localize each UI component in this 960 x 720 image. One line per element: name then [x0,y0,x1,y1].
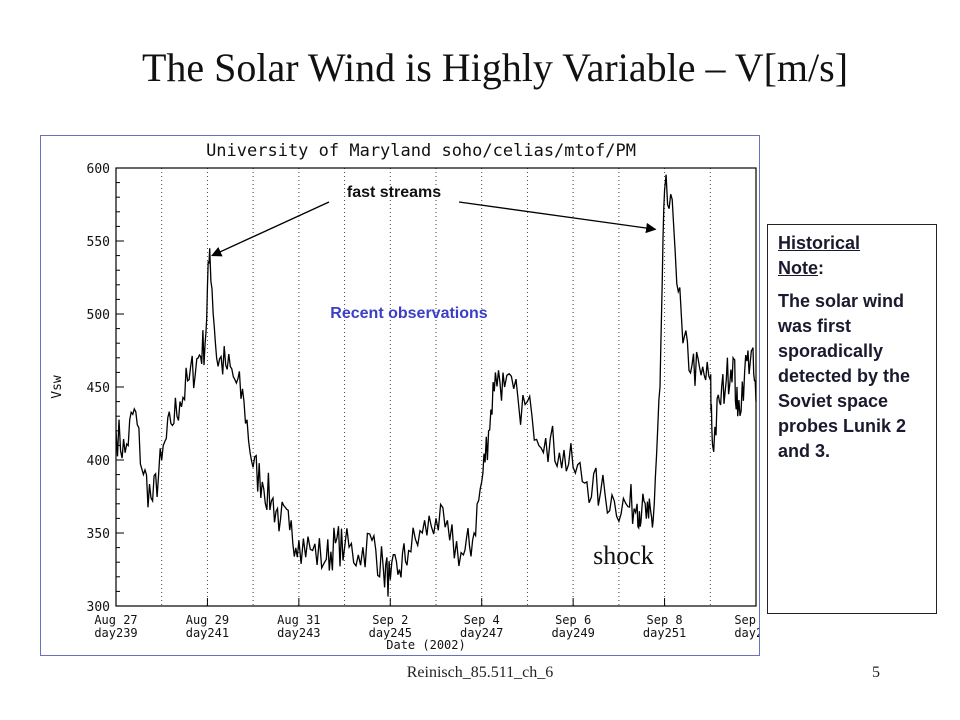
chart-frame: University of Maryland soho/celias/mtof/… [40,135,760,656]
label-layer: University of Maryland soho/celias/mtof/… [50,141,759,652]
annotation-fast-streams: fast streams [347,184,441,201]
x-tick-label-date: Sep 2 [372,613,408,627]
y-tick-label: 550 [87,235,110,250]
x-tick-label-day: day251 [643,626,686,640]
y-tick-label: 500 [87,308,110,323]
x-tick-label-day: day239 [94,626,137,640]
historical-note: Historical Note: The solar wind was first… [767,224,937,614]
series-line [115,174,757,597]
x-tick-label-date: Sep 10 [734,613,759,627]
note-heading-colon: : [818,258,824,278]
note-heading: Historical Note: [778,231,926,281]
x-tick-label-date: Aug 29 [186,613,229,627]
y-tick-label: 350 [87,527,110,542]
y-tick-label: 450 [87,381,110,396]
note-heading-line1: Historical [778,233,861,253]
note-body: The solar wind was first sporadically de… [778,291,911,461]
x-tick-label-day: day253 [734,626,759,640]
y-tick-label: 300 [87,600,110,615]
x-tick-label-date: Aug 31 [277,613,320,627]
x-tick-label-day: day249 [551,626,594,640]
note-heading-word: Note [778,258,818,278]
x-tick-label-date: Aug 27 [94,613,137,627]
x-tick-label-date: Sep 8 [647,613,683,627]
arrow-right [458,201,657,234]
x-tick-label-day: day247 [460,626,503,640]
y-tick-label: 400 [87,454,110,469]
x-tick-label-date: Sep 6 [555,613,591,627]
x-tick-label-day: day241 [186,626,229,640]
annotation-shock: shock [593,541,654,570]
annotation-layer: fast streams Recent observations shock [211,184,657,570]
x-tick-label-day: day245 [369,626,412,640]
series-layer [115,174,757,597]
footer-text: Reinisch_85.511_ch_6 [406,664,554,681]
x-tick-label-day: day243 [277,626,320,640]
x-tick-label-date: Sep 4 [464,613,500,627]
annotation-recent: Recent observations [330,305,487,322]
slide-title: The Solar Wind is Highly Variable – V[m/… [141,45,849,90]
arrow-left [211,201,330,257]
y-axis-label: Vsw [50,375,65,399]
y-tick-label: 600 [87,162,110,177]
x-axis-label: Date (2002) [386,638,465,652]
page-number: 5 [872,664,880,681]
solar-wind-chart: University of Maryland soho/celias/mtof/… [50,141,759,652]
chart-title: University of Maryland soho/celias/mtof/… [206,141,636,161]
